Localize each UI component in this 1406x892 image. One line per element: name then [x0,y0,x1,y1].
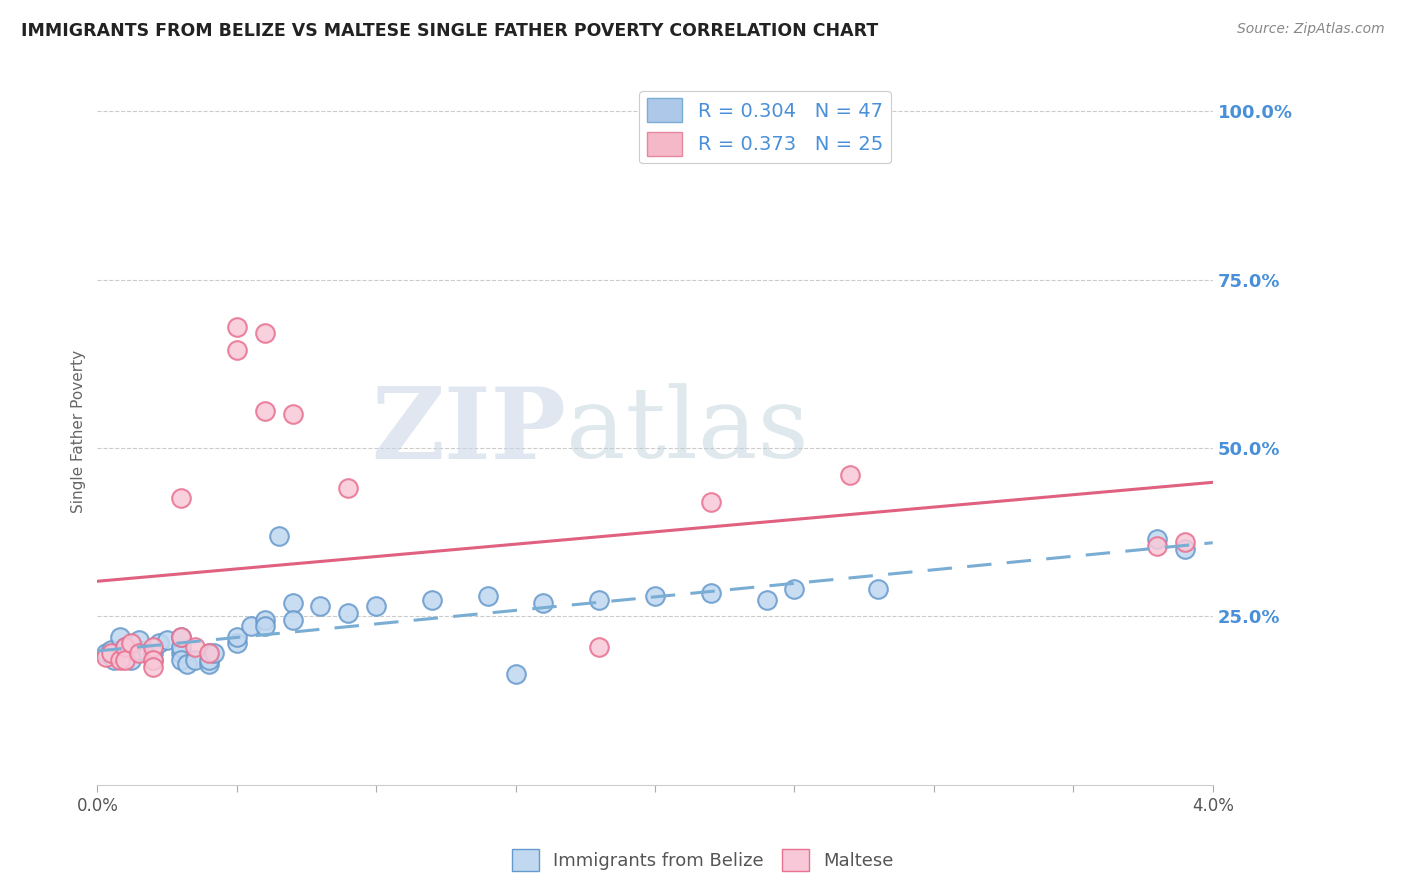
Point [103,653,125,667]
Point [700,495,723,509]
Point [94,649,117,664]
Point [114,640,136,654]
Legend: R = 0.304   N = 47, R = 0.373   N = 25: R = 0.304 N = 47, R = 0.373 N = 25 [640,91,890,163]
Point [120,653,142,667]
Point [198,647,221,661]
Point [170,640,193,654]
Text: atlas: atlas [565,384,808,479]
Point [1174,535,1197,549]
Point [309,599,332,614]
Point [136,647,159,661]
Point [1146,539,1168,553]
Point [588,592,610,607]
Point [142,640,165,654]
Point [114,640,136,654]
Point [148,636,170,650]
Point [100,643,122,657]
Point [477,589,499,603]
Point [198,657,221,671]
Point [170,630,193,644]
Point [366,599,388,614]
Point [839,467,862,482]
Point [170,630,193,644]
Point [198,653,221,667]
Point [198,647,221,661]
Point [142,653,165,667]
Point [108,653,131,667]
Point [253,404,276,418]
Point [239,619,262,633]
Point [94,647,117,661]
Point [184,653,207,667]
Point [142,660,165,674]
Point [281,613,304,627]
Point [225,343,247,358]
Point [156,632,179,647]
Point [253,619,276,633]
Point [114,653,136,667]
Point [533,596,555,610]
Point [176,657,198,671]
Text: Source: ZipAtlas.com: Source: ZipAtlas.com [1237,22,1385,37]
Point [868,582,890,597]
Point [1174,541,1197,556]
Point [225,319,247,334]
Point [1146,532,1168,546]
Point [588,640,610,654]
Point [114,647,136,661]
Text: ZIP: ZIP [371,383,565,480]
Point [225,636,247,650]
Point [783,582,806,597]
Point [204,647,226,661]
Point [128,632,150,647]
Point [700,586,723,600]
Point [170,653,193,667]
Point [100,647,122,661]
Point [420,592,443,607]
Point [142,647,165,661]
Text: IMMIGRANTS FROM BELIZE VS MALTESE SINGLE FATHER POVERTY CORRELATION CHART: IMMIGRANTS FROM BELIZE VS MALTESE SINGLE… [21,22,879,40]
Point [128,643,150,657]
Point [142,653,165,667]
Y-axis label: Single Father Poverty: Single Father Poverty [72,350,86,513]
Point [644,589,666,603]
Point [128,647,150,661]
Point [184,640,207,654]
Point [281,407,304,421]
Point [225,630,247,644]
Point [281,596,304,610]
Point [755,592,778,607]
Point [337,481,360,495]
Point [267,528,290,542]
Point [337,606,360,620]
Point [253,613,276,627]
Point [170,647,193,661]
Legend: Immigrants from Belize, Maltese: Immigrants from Belize, Maltese [505,842,901,879]
Point [253,326,276,341]
Point [170,491,193,506]
Point [120,636,142,650]
Point [505,666,527,681]
Point [108,630,131,644]
